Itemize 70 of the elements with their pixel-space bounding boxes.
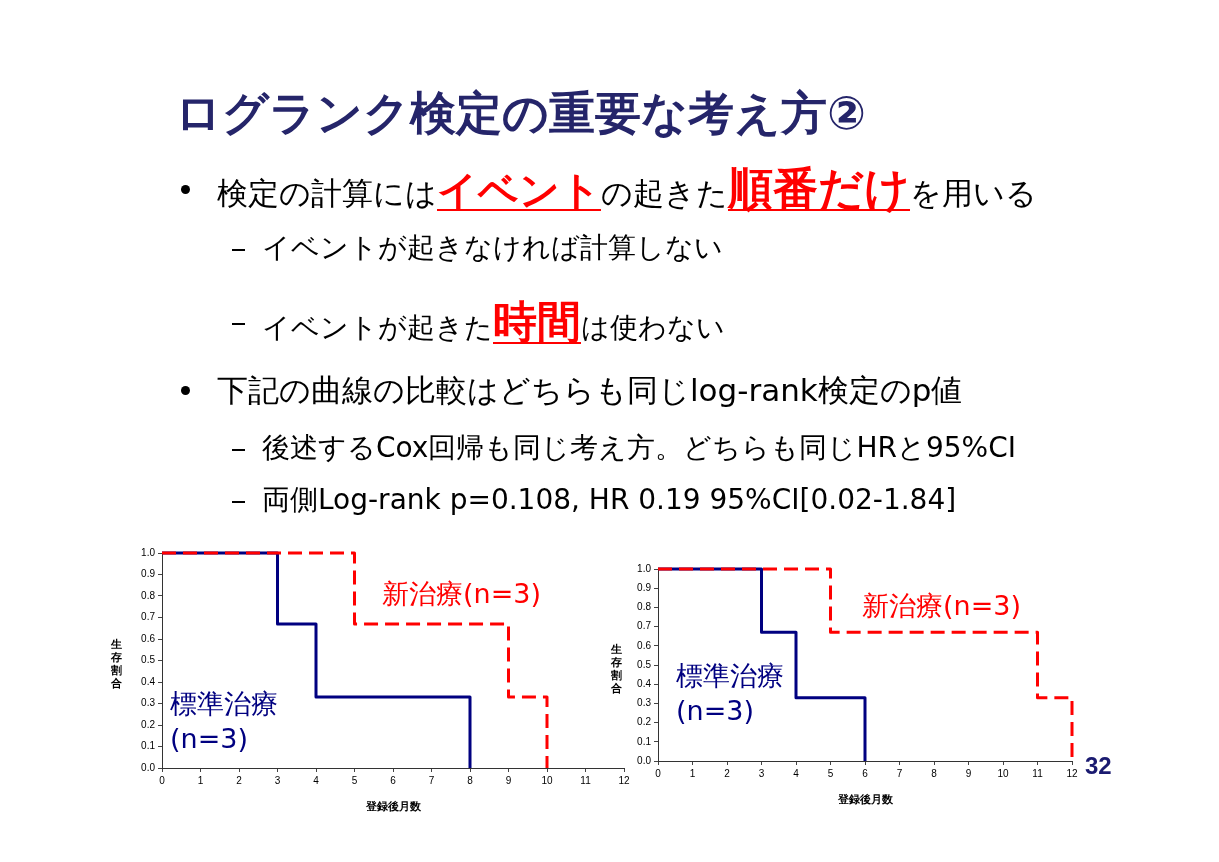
y-tick-label: 0.0 [637, 754, 652, 766]
text: 両側Log-rank p=0.108, HR 0.19 95%CI[0.02-1.84] [262, 483, 957, 516]
text: ログランク検定の重要な考え方② [175, 86, 866, 140]
x-tick-label: 9 [965, 767, 972, 779]
x-tick-label: 2 [236, 774, 243, 786]
y-tick-label: 0.9 [637, 581, 652, 593]
x-tick-label: 0 [655, 767, 662, 779]
y-tick-label: 0.2 [141, 718, 156, 730]
text: 時間 [493, 296, 581, 347]
y-tick-label: 0.3 [637, 697, 652, 709]
y-tick-label: 0.5 [141, 654, 156, 666]
y-tick-label: 0.0 [141, 761, 156, 773]
x-tick-label: 10 [541, 774, 553, 786]
y-tick-label: 0.1 [141, 740, 156, 752]
text: を用いる [910, 175, 1037, 211]
series-label: 新治療(n=3) [382, 578, 541, 609]
series-label: 標準治療(n=3) [170, 687, 279, 756]
x-tick-label: 12 [1066, 767, 1078, 779]
y-tick-label: 1.0 [637, 562, 652, 574]
y-tick-label: 1.0 [141, 546, 156, 558]
x-tick-label: 12 [618, 774, 630, 786]
text: の起きた [601, 175, 728, 211]
x-tick-label: 8 [467, 774, 474, 786]
y-tick-label: 0.7 [141, 611, 156, 623]
text: 下記の曲線の比較はどちらも同じlog-rank検定のp値 [217, 372, 963, 408]
x-tick-label: 7 [896, 767, 903, 779]
text: 順番だけ [728, 162, 910, 215]
y-tick-label: 0.2 [637, 716, 652, 728]
x-tick-label: 4 [313, 774, 320, 786]
y-tick-label: 0.5 [637, 658, 652, 670]
y-tick-label: 0.6 [637, 639, 652, 651]
y-tick-label: 0.9 [141, 568, 156, 580]
text: イベント [437, 167, 601, 213]
y-tick-label: 0.1 [637, 735, 652, 747]
y-axis-title: 生存割合 [610, 643, 623, 695]
y-tick-label: 0.3 [141, 697, 156, 709]
x-tick-label: 1 [689, 767, 696, 779]
y-tick-label: 0.7 [637, 620, 652, 632]
text: は使わない [581, 311, 725, 344]
x-tick-label: 6 [862, 767, 869, 779]
y-tick-label: 0.6 [141, 632, 156, 644]
y-axis-title: 生存割合 [110, 638, 123, 690]
x-tick-label: 11 [1032, 767, 1044, 779]
y-tick-label: 0.8 [637, 601, 652, 613]
y-tick-label: 0.4 [637, 677, 652, 689]
y-tick-label: 0.8 [141, 589, 156, 601]
x-tick-label: 7 [428, 774, 435, 786]
series-label: 新治療(n=3) [862, 589, 1022, 623]
x-tick-label: 5 [827, 767, 834, 779]
x-tick-label: 3 [274, 774, 281, 786]
text: イベントが起きた [262, 311, 493, 344]
text: 後述するCox回帰も同じ考え方。どちらも同じHRと95%CI [262, 431, 1016, 464]
x-tick-label: 0 [159, 774, 166, 786]
x-tick-label: 1 [197, 774, 204, 786]
x-tick-label: 4 [793, 767, 800, 779]
x-tick-label: 2 [724, 767, 731, 779]
x-tick-label: 6 [390, 774, 397, 786]
x-axis-title: 登録後月数 [364, 800, 422, 814]
x-tick-label: 8 [931, 767, 938, 779]
series-label: 標準治療(n=3) [676, 659, 785, 728]
text: 32 [1085, 752, 1112, 780]
x-tick-label: 11 [580, 774, 592, 786]
y-tick-label: 0.4 [141, 675, 156, 687]
x-tick-label: 3 [758, 767, 765, 779]
x-tick-label: 5 [351, 774, 358, 786]
x-tick-label: 9 [505, 774, 512, 786]
text: 検定の計算には [217, 175, 437, 211]
text: イベントが起きなければ計算しない [262, 231, 723, 264]
x-axis-title: 登録後月数 [836, 793, 894, 807]
x-tick-label: 10 [997, 767, 1009, 779]
